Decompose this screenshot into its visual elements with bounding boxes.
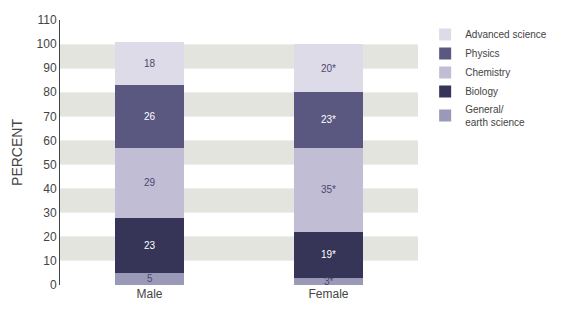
svg-text:35*: 35* bbox=[321, 184, 336, 195]
svg-text:Physics: Physics bbox=[465, 48, 499, 59]
svg-text:60: 60 bbox=[43, 134, 57, 148]
svg-text:Chemistry: Chemistry bbox=[465, 67, 510, 78]
svg-text:29: 29 bbox=[144, 177, 156, 188]
svg-text:20*: 20* bbox=[321, 63, 336, 74]
svg-text:18: 18 bbox=[144, 58, 156, 69]
svg-text:3*: 3* bbox=[324, 276, 334, 287]
svg-text:19*: 19* bbox=[321, 249, 336, 260]
svg-text:Female: Female bbox=[308, 287, 348, 301]
svg-text:23: 23 bbox=[144, 240, 156, 251]
svg-text:40: 40 bbox=[43, 182, 57, 196]
svg-text:100: 100 bbox=[37, 37, 57, 51]
svg-text:PERCENT: PERCENT bbox=[9, 119, 25, 186]
svg-text:20: 20 bbox=[43, 230, 57, 244]
svg-text:70: 70 bbox=[43, 110, 57, 124]
svg-text:26: 26 bbox=[144, 111, 156, 122]
svg-text:90: 90 bbox=[43, 61, 57, 75]
svg-text:General/earth science: General/earth science bbox=[465, 104, 525, 128]
svg-text:Male: Male bbox=[136, 287, 162, 301]
svg-text:80: 80 bbox=[43, 85, 57, 99]
svg-text:110: 110 bbox=[37, 13, 56, 27]
svg-text:30: 30 bbox=[43, 206, 57, 220]
svg-text:50: 50 bbox=[43, 158, 57, 172]
svg-text:10: 10 bbox=[43, 254, 57, 268]
svg-text:23*: 23* bbox=[321, 114, 336, 125]
svg-text:5: 5 bbox=[147, 273, 153, 284]
svg-text:0: 0 bbox=[50, 278, 57, 292]
svg-text:Biology: Biology bbox=[465, 86, 498, 97]
svg-text:Advanced science: Advanced science bbox=[465, 29, 547, 40]
